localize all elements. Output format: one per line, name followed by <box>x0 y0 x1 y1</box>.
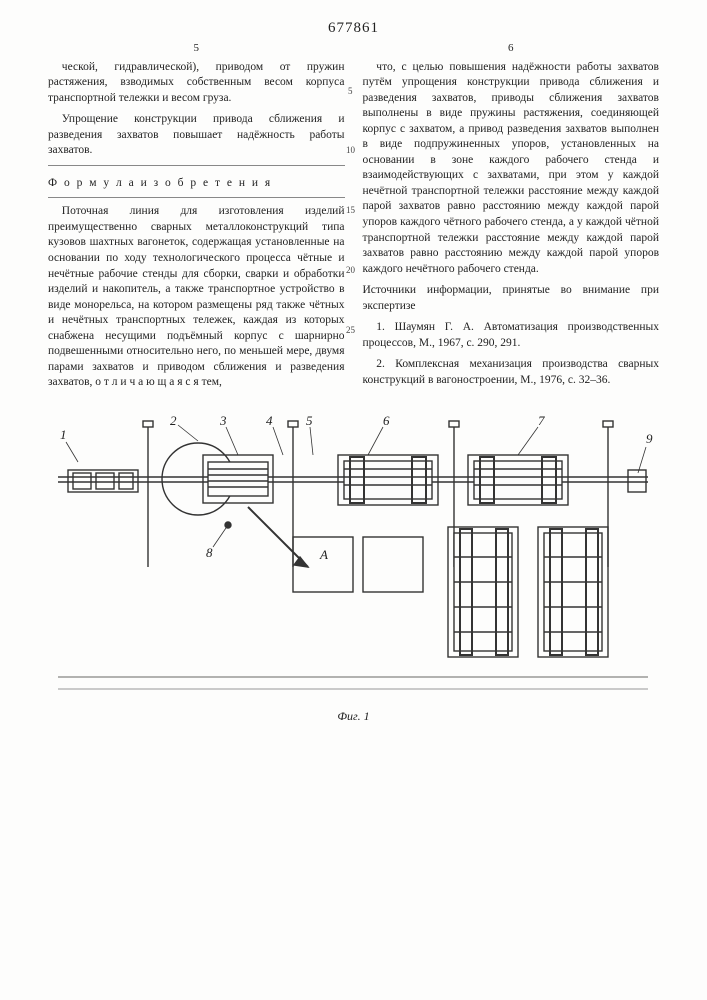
divider <box>48 197 345 198</box>
source-2: 2. Комплексная механизация производства … <box>363 357 660 388</box>
divider <box>48 165 345 166</box>
figure-label-8: 8 <box>206 545 213 560</box>
source-1: 1. Шаумян Г. А. Автоматизация производст… <box>363 320 660 351</box>
formula-title: Ф о р м у л а и з о б р е т е н и я <box>48 176 345 192</box>
figure-1: 1 2 3 4 5 6 7 8 9 А Фиг. 1 <box>48 407 659 724</box>
figure-label-3: 3 <box>219 413 227 428</box>
line-number: 15 <box>346 205 355 215</box>
figure-label-6: 6 <box>383 413 390 428</box>
right-column-number: 6 <box>363 41 660 56</box>
line-number: 20 <box>346 265 355 275</box>
figure-label-4: 4 <box>266 413 273 428</box>
figure-label-1: 1 <box>60 427 67 442</box>
left-paragraph-3: Поточная линия для изготовления изделий … <box>48 204 345 390</box>
text-columns: 5 ческой, гидравлической), приводом от п… <box>48 41 659 397</box>
figure-label-5: 5 <box>306 413 313 428</box>
figure-letter-a: А <box>319 547 328 562</box>
left-column-number: 5 <box>48 41 345 56</box>
line-number: 25 <box>346 325 355 335</box>
line-number: 10 <box>346 145 355 155</box>
figure-label-9: 9 <box>646 431 653 446</box>
sources-title: Источники информации, принятые во вниман… <box>363 283 660 314</box>
line-number: 5 <box>348 86 353 96</box>
left-paragraph-1: ческой, гидравлической), приводом от пру… <box>48 60 345 107</box>
figure-caption: Фиг. 1 <box>48 709 659 724</box>
right-paragraph-1: что, с целью повышения надёжности работы… <box>363 60 660 277</box>
left-paragraph-2: Упрощение конструкции привода сближения … <box>48 112 345 159</box>
patent-number: 677861 <box>48 20 659 37</box>
right-column: 6 что, с целью повышения надёжности рабо… <box>363 41 660 397</box>
figure-label-2: 2 <box>170 413 177 428</box>
figure-svg: 1 2 3 4 5 6 7 8 9 А <box>48 407 659 707</box>
figure-label-7: 7 <box>538 413 545 428</box>
left-column: 5 ческой, гидравлической), приводом от п… <box>48 41 345 397</box>
